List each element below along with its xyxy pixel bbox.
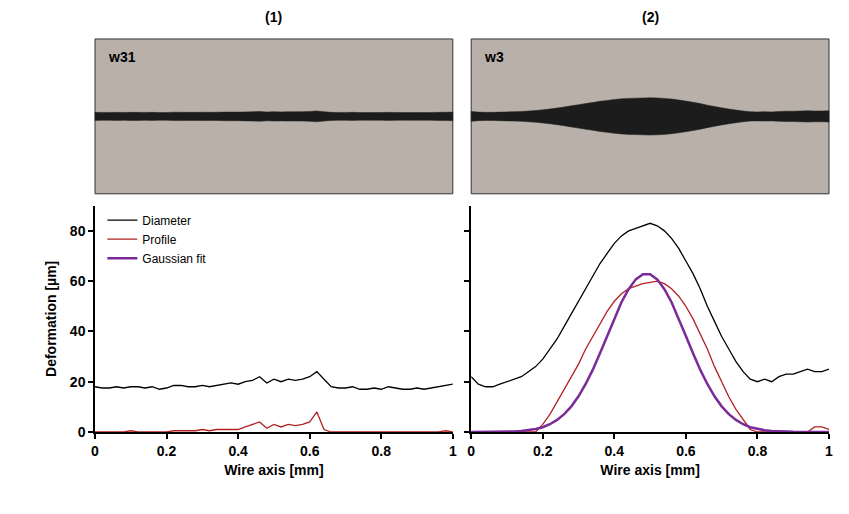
svg-text:0: 0 — [91, 443, 99, 459]
svg-text:w31: w31 — [108, 49, 136, 65]
svg-text:Profile: Profile — [142, 233, 176, 247]
svg-text:Deformation [µm]: Deformation [µm] — [43, 261, 59, 377]
svg-text:0.6: 0.6 — [300, 443, 320, 459]
svg-text:0.2: 0.2 — [533, 443, 553, 459]
svg-text:80: 80 — [70, 223, 86, 239]
svg-text:(1): (1) — [265, 9, 282, 25]
svg-text:0.6: 0.6 — [676, 443, 696, 459]
svg-text:0.4: 0.4 — [228, 443, 248, 459]
svg-text:0.8: 0.8 — [748, 443, 768, 459]
svg-text:Wire axis [mm]: Wire axis [mm] — [224, 462, 323, 478]
svg-text:Wire axis [mm]: Wire axis [mm] — [600, 462, 699, 478]
svg-text:w3: w3 — [484, 49, 504, 65]
svg-text:40: 40 — [70, 323, 86, 339]
svg-text:0: 0 — [78, 424, 86, 440]
svg-text:0: 0 — [467, 443, 475, 459]
svg-text:Gaussian fit: Gaussian fit — [142, 252, 206, 266]
svg-text:0.4: 0.4 — [605, 443, 625, 459]
svg-text:(2): (2) — [642, 9, 659, 25]
svg-text:0.8: 0.8 — [372, 443, 392, 459]
svg-text:0.2: 0.2 — [157, 443, 177, 459]
svg-text:20: 20 — [70, 374, 86, 390]
svg-text:1: 1 — [449, 443, 457, 459]
svg-text:Diameter: Diameter — [142, 214, 191, 228]
svg-text:1: 1 — [825, 443, 833, 459]
svg-text:60: 60 — [70, 273, 86, 289]
